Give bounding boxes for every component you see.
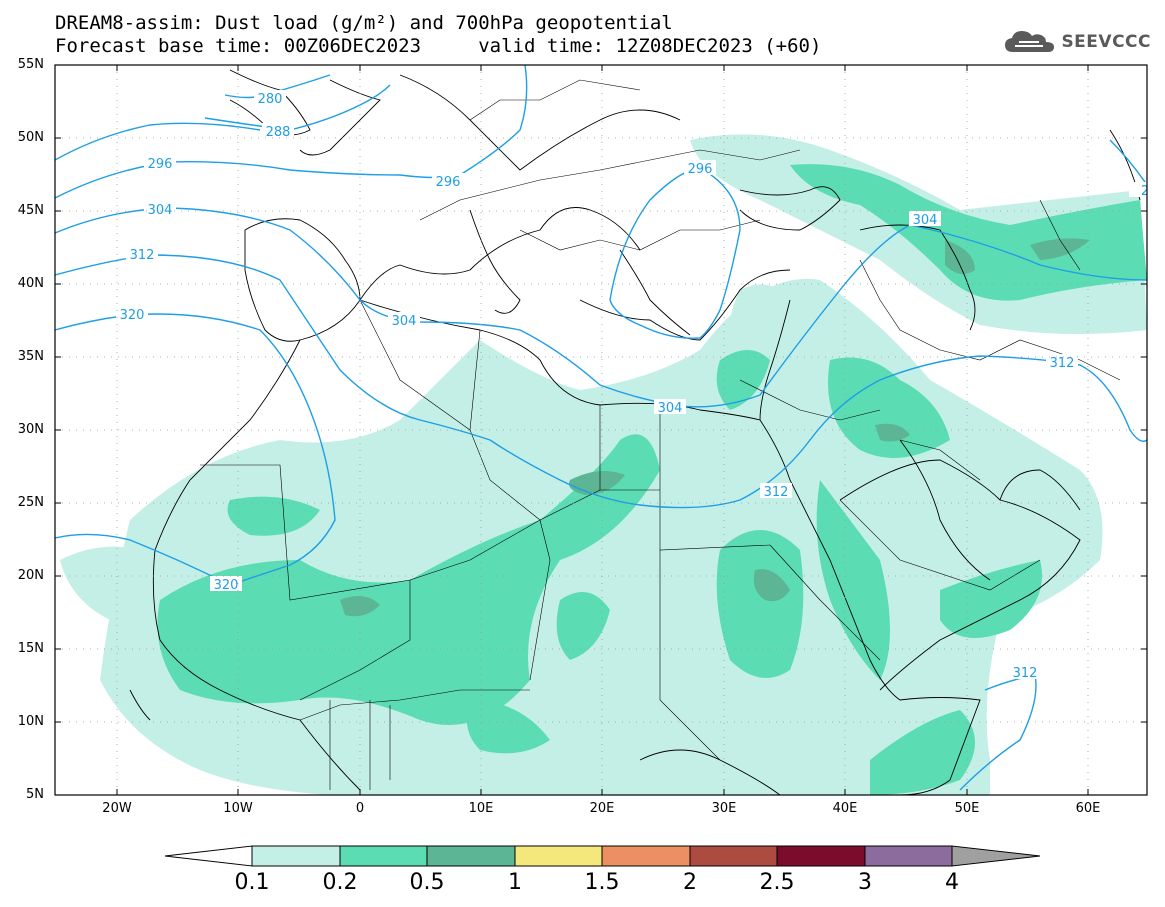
colorbar-label: 2 xyxy=(683,870,697,895)
contour-label-bg xyxy=(760,483,792,498)
contour-label-bg xyxy=(1129,182,1147,197)
lon-label-60E: 60E xyxy=(1075,801,1101,816)
contour-label: 304 xyxy=(913,213,938,228)
contour-label-bg xyxy=(432,173,464,188)
colorbar-label: 3 xyxy=(858,870,872,895)
colorbar-cell xyxy=(339,845,428,867)
colorbar-label: 0.2 xyxy=(322,870,358,895)
logo-text: SEEVCCC xyxy=(1061,32,1151,52)
colorbar-over-arrow xyxy=(951,845,1041,867)
contour-label-bg xyxy=(144,155,176,170)
contour-label-bg xyxy=(262,123,294,138)
lon-label-30E: 30E xyxy=(711,801,737,816)
contour-label: 312 xyxy=(130,248,155,263)
contour-label: 280 xyxy=(258,92,283,107)
contour-label: 320 xyxy=(120,308,145,323)
lat-label-10N: 10N xyxy=(17,714,44,729)
lat-label-25N: 25N xyxy=(17,495,44,510)
contour-label: 288 xyxy=(266,125,291,140)
colorbar-label: 4 xyxy=(945,870,959,895)
lon-label-10W: 10W xyxy=(223,801,253,816)
contour-label-bg xyxy=(909,211,941,226)
contour-label-bg xyxy=(1046,354,1078,369)
contour-label-bg xyxy=(684,160,716,175)
contour-label: 296 xyxy=(436,175,461,190)
lat-label-55N: 55N xyxy=(17,57,44,72)
contour-label-bg xyxy=(116,306,148,321)
contour-label: 304 xyxy=(658,401,683,416)
contour-label: 2 xyxy=(1141,184,1149,199)
lat-label-40N: 40N xyxy=(17,276,44,291)
map-subtitle: Forecast base time: 00Z06DEC2023 valid t… xyxy=(55,35,822,57)
geopotential-contours xyxy=(55,65,1147,791)
cloud-icon xyxy=(1005,31,1055,52)
contour-label-bg xyxy=(1009,664,1041,679)
colorbar-label: 0.5 xyxy=(409,870,445,895)
lat-label-20N: 20N xyxy=(17,568,44,583)
colorbar-label: 1.5 xyxy=(584,870,620,895)
contour-label: 304 xyxy=(148,203,173,218)
colorbar-under-arrow xyxy=(164,845,253,867)
contour-label-bg xyxy=(126,246,158,261)
colorbar-cell xyxy=(776,845,866,867)
country-borders xyxy=(200,79,1121,790)
colorbar-cell xyxy=(251,845,341,867)
contour-labels: 280 288 296 296 296 304 304 304 304 312 312 312 312 3… xyxy=(116,90,1149,681)
graticule xyxy=(55,65,1147,795)
contour-label: 304 xyxy=(392,314,417,329)
contour-label-bg xyxy=(654,399,686,414)
lat-label-50N: 50N xyxy=(17,130,44,145)
lat-label-35N: 35N xyxy=(17,349,44,364)
colorbar-label: 2.5 xyxy=(759,870,795,895)
coastlines xyxy=(129,69,1141,795)
colorbar-cell xyxy=(601,845,691,867)
contour-label: 296 xyxy=(688,162,713,177)
colorbar-cell xyxy=(514,845,603,867)
colorbar-label: 0.1 xyxy=(234,870,270,895)
contour-label: 312 xyxy=(1050,356,1075,371)
contour-label-bg xyxy=(388,312,420,327)
colorbar-cell xyxy=(864,845,953,867)
contour-label-bg xyxy=(254,90,286,105)
colorbar-cell xyxy=(426,845,516,867)
dust-field-medium xyxy=(157,164,1147,795)
lon-label-10E: 10E xyxy=(468,801,494,816)
lon-label-20E: 20E xyxy=(589,801,615,816)
contour-label: 312 xyxy=(764,485,789,500)
lat-label-45N: 45N xyxy=(17,203,44,218)
lon-label-20W: 20W xyxy=(102,801,132,816)
colorbar-label: 1 xyxy=(508,870,522,895)
colorbar-cell xyxy=(689,845,778,867)
contour-label: 320 xyxy=(214,578,239,593)
lon-label-50E: 50E xyxy=(954,801,980,816)
axis-ticks xyxy=(55,64,1147,796)
lat-label-5N: 5N xyxy=(26,787,44,802)
lat-label-15N: 15N xyxy=(17,641,44,656)
colorbar xyxy=(164,845,1041,867)
seevccc-logo: SEEVCCC xyxy=(1003,28,1151,56)
lon-label-40E: 40E xyxy=(832,801,858,816)
dust-field-heavy xyxy=(340,238,1090,617)
lat-label-30N: 30N xyxy=(17,422,44,437)
contour-label: 296 xyxy=(148,157,173,172)
map-title: DREAM8-assim: Dust load (g/m²) and 700hP… xyxy=(55,12,673,34)
contour-label: 312 xyxy=(1013,666,1038,681)
contour-label-bg xyxy=(144,201,176,216)
contour-label-bg xyxy=(210,576,242,591)
lon-label-0: 0 xyxy=(355,801,365,816)
